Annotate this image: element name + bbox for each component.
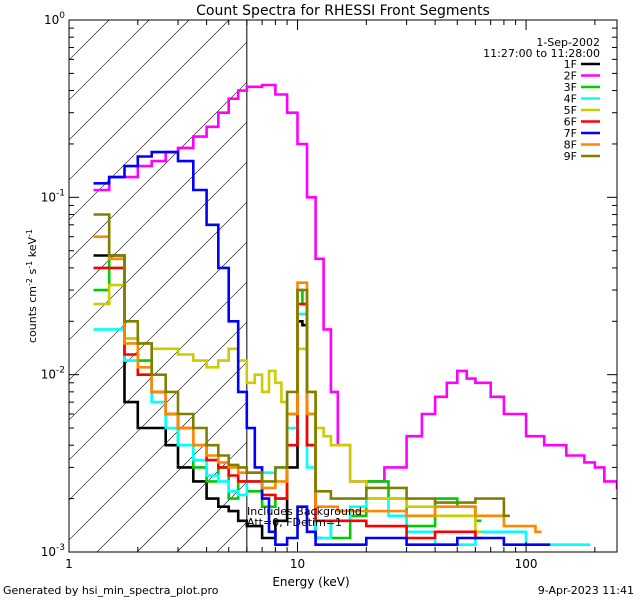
- hatch-line: [577, 20, 640, 552]
- hatch-line: [69, 241, 247, 421]
- series-1f: [93, 254, 322, 540]
- hatch-line: [69, 81, 247, 261]
- hatch-line: [457, 20, 640, 552]
- x-axis-label: Energy (keV): [272, 575, 349, 589]
- legend-label: 7F: [564, 127, 577, 140]
- hatch-line: [69, 41, 247, 221]
- y-axis-label: counts cm-2 s-1 keV-1: [25, 229, 39, 343]
- hatch-line: [69, 121, 247, 301]
- series-2f: [93, 83, 617, 490]
- hatch-line: [297, 20, 640, 552]
- series-layer: [93, 83, 617, 546]
- chart-title: Count Spectra for RHESSI Front Segments: [196, 3, 490, 19]
- hatch-line: [69, 20, 150, 101]
- plot-frame: [68, 19, 618, 553]
- hatch-line: [537, 20, 640, 552]
- hatched-attenuator-region: [69, 20, 640, 552]
- generator-credit: Generated by hsi_min_spectra_plot.pro: [3, 584, 219, 597]
- x-tick-label: 1: [65, 557, 73, 571]
- hatch-line: [96, 401, 247, 552]
- hatch-line: [337, 20, 640, 552]
- attenuator-note: Att=0, FDetim=1: [247, 516, 342, 529]
- series-9f: [93, 213, 510, 518]
- hatch-line: [69, 361, 247, 541]
- hatch-line: [69, 20, 190, 141]
- background-note: Includes Background: [247, 505, 362, 518]
- x-tick-label: 100: [515, 557, 538, 571]
- hatch-line: [417, 20, 640, 552]
- series-7f: [93, 150, 551, 546]
- legend-label: 2F: [564, 70, 577, 83]
- y-tick-label: 10-2: [41, 366, 65, 382]
- legend-label: 8F: [564, 139, 577, 152]
- y-tick-label: 100: [44, 11, 65, 27]
- hatch-line: [69, 201, 247, 381]
- y-tick-label: 10-1: [41, 188, 65, 204]
- hatch-line: [69, 321, 247, 501]
- legend-label: 1F: [564, 58, 577, 71]
- hatch-line: [377, 20, 640, 552]
- hatch-line: [69, 20, 110, 61]
- legend-label: 9F: [564, 150, 577, 163]
- hatch-line: [69, 281, 247, 461]
- legend-label: 5F: [564, 104, 577, 117]
- legend-label: 4F: [564, 93, 577, 106]
- date-label: 1-Sep-2002: [536, 36, 600, 49]
- hatch-line: [69, 20, 230, 181]
- legend-label: 3F: [564, 81, 577, 94]
- hatch-line: [617, 20, 640, 552]
- legend-label: 6F: [564, 116, 577, 129]
- render-timestamp: 9-Apr-2023 11:41: [537, 584, 634, 597]
- series-5f: [93, 283, 482, 534]
- axis-ticks: 1 10 100 10-3 10-2 10-1 100: [41, 11, 617, 571]
- x-tick-label: 10: [290, 557, 305, 571]
- time-range-label: 11:27:00 to 11:28:00: [483, 47, 600, 60]
- y-tick-label: 10-3: [41, 543, 65, 559]
- series-8f: [93, 235, 542, 534]
